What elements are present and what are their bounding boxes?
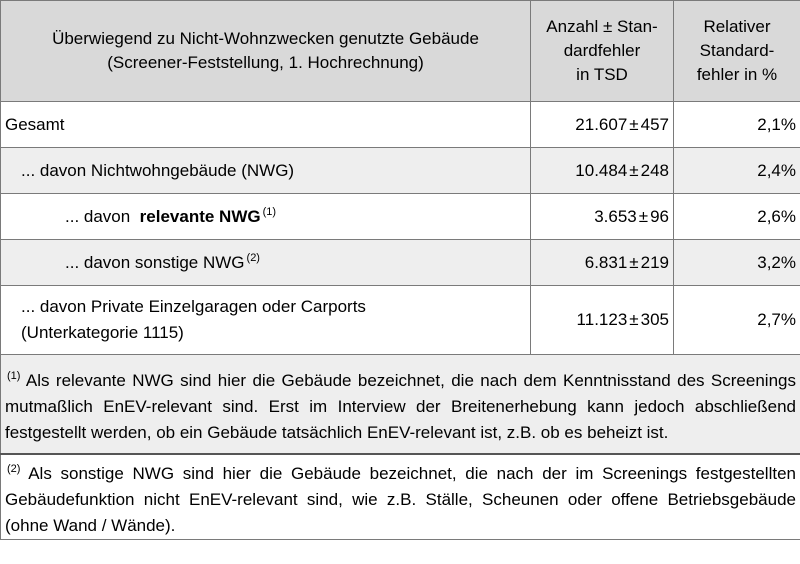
- error-value: 457: [640, 114, 669, 134]
- row-count: 3.653 ±96: [530, 193, 674, 240]
- footnote-text: (2) Als sonstige NWG sind hier die Gebäu…: [0, 453, 800, 540]
- row-label: ... davon Nichtwohngebäude (NWG): [0, 147, 531, 194]
- plus-minus: ±: [629, 310, 639, 329]
- footnote-ref: (1): [262, 206, 277, 218]
- label-prefix: ... davon: [65, 207, 131, 226]
- row-count: 11.123 ±305: [530, 285, 674, 355]
- count-value: 6.831: [584, 252, 628, 272]
- footnote-mark: (2): [7, 462, 21, 475]
- label-text: ... davon sonstige NWG: [65, 253, 245, 272]
- row-count: 21.607 ±457: [530, 101, 674, 148]
- footnote-body: Als relevante NWG sind hier die Gebäude …: [5, 370, 796, 442]
- row-relative-error: 3,2%: [673, 239, 800, 286]
- plus-minus: ±: [629, 114, 639, 134]
- header-col1-line1: Überwiegend zu Nicht-Wohnzwecken genutzt…: [52, 29, 479, 48]
- count-value: 3.653: [594, 206, 637, 226]
- error-value: 248: [640, 160, 669, 180]
- header-relative-error: Relativer Standard- fehler in %: [673, 0, 800, 102]
- error-value: 305: [640, 310, 669, 329]
- statistics-table: Überwiegend zu Nicht-Wohnzwecken genutzt…: [0, 0, 800, 540]
- row-count: 10.484 ±248: [530, 147, 674, 194]
- plus-minus: ±: [629, 252, 639, 272]
- header-col3-line1: Relativer: [703, 17, 771, 36]
- footnote-2: (2) Als sonstige NWG sind hier die Gebäu…: [0, 453, 800, 540]
- row-relative-error: 2,7%: [673, 285, 800, 355]
- header-col3-line2: Standard-: [699, 41, 775, 60]
- header-col2-line2: dardfehler: [563, 41, 641, 60]
- footnote-text: (1) Als relevante NWG sind hier die Gebä…: [0, 354, 800, 455]
- label-line1: ... davon Private Einzelgaragen oder Car…: [21, 297, 366, 316]
- row-relative-error: 2,6%: [673, 193, 800, 240]
- count-value: 11.123: [576, 310, 628, 329]
- label-line2: (Unterkategorie 1115): [21, 323, 184, 342]
- plus-minus: ±: [638, 206, 649, 226]
- header-building-type: Überwiegend zu Nicht-Wohnzwecken genutzt…: [0, 0, 531, 102]
- error-value: 219: [640, 252, 669, 272]
- table-row-total: Gesamt 21.607 ±457 2,1%: [0, 101, 800, 148]
- header-col1-line2: (Screener-Feststellung, 1. Hochrechnung): [107, 53, 424, 72]
- header-count: Anzahl ± Stan- dardfehler in TSD: [530, 0, 674, 102]
- row-label: ... davon Private Einzelgaragen oder Car…: [0, 285, 531, 355]
- row-label: ... davon relevante NWG (1): [0, 193, 531, 240]
- label-bold: relevante NWG: [139, 207, 261, 226]
- row-relative-error: 2,4%: [673, 147, 800, 194]
- row-label: ... davon sonstige NWG (2): [0, 239, 531, 286]
- table-header-row: Überwiegend zu Nicht-Wohnzwecken genutzt…: [0, 0, 800, 102]
- footnote-body: Als sonstige NWG sind hier die Gebäude b…: [5, 463, 796, 535]
- footnote-1: (1) Als relevante NWG sind hier die Gebä…: [0, 354, 800, 455]
- plus-minus: ±: [629, 160, 639, 180]
- table-row-nwg: ... davon Nichtwohngebäude (NWG) 10.484 ±…: [0, 147, 800, 194]
- table-row-relevant-nwg: ... davon relevante NWG (1) 3.653 ±96 2,6%: [0, 193, 800, 240]
- header-col2-line3: in TSD: [576, 65, 628, 84]
- count-value: 21.607: [575, 114, 628, 134]
- row-count: 6.831 ±219: [530, 239, 674, 286]
- count-value: 10.484: [575, 160, 628, 180]
- footnote-mark: (1): [7, 369, 21, 382]
- row-relative-error: 2,1%: [673, 101, 800, 148]
- header-col2-line1: Anzahl ± Stan-: [546, 17, 658, 36]
- error-value: 96: [650, 206, 669, 226]
- footnote-ref: (2): [246, 252, 260, 264]
- table-row-other-nwg: ... davon sonstige NWG (2) 6.831 ±219 3,2%: [0, 239, 800, 286]
- header-col3-line3: fehler in %: [696, 65, 778, 84]
- row-label: Gesamt: [0, 101, 531, 148]
- table-row-garages: ... davon Private Einzelgaragen oder Car…: [0, 285, 800, 355]
